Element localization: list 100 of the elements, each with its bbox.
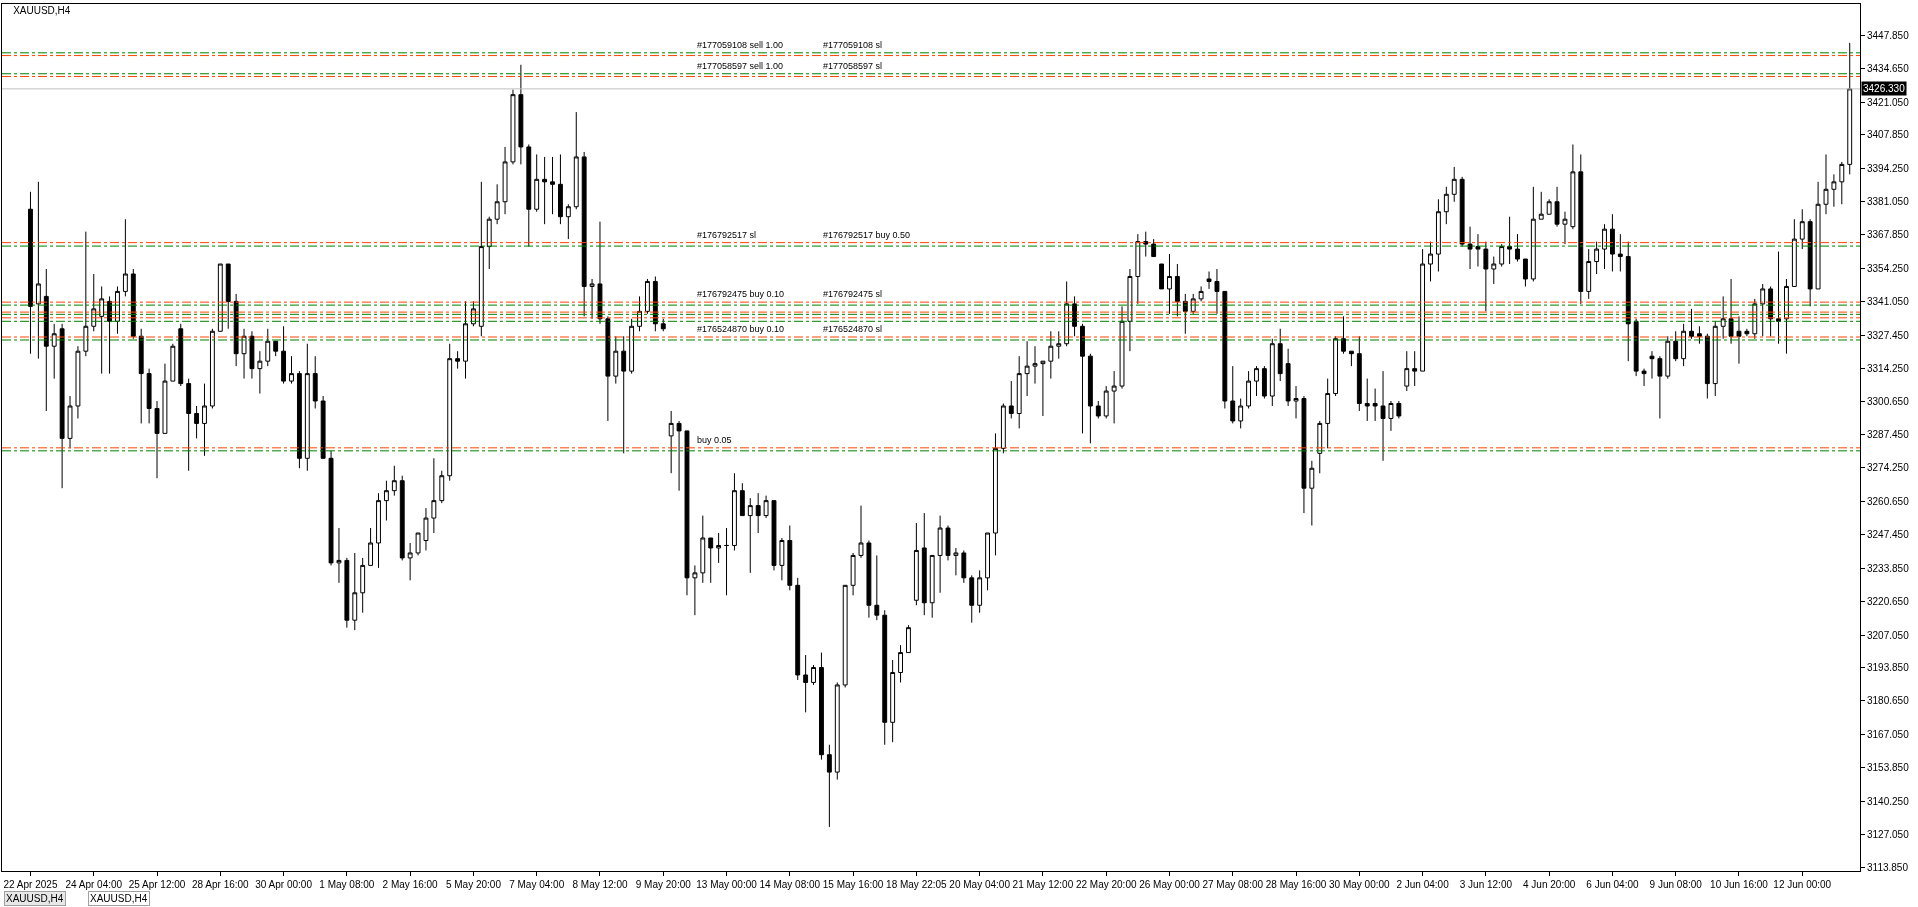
candlestick [1435,198,1441,272]
x-tick-label: 2 May 16:00 [382,879,439,890]
x-tick-label: 5 May 20:00 [445,879,502,890]
candlestick [1823,153,1829,215]
ref-line-label: #176792517 buy 0.50 [823,230,911,240]
x-tick-label: 6 Jun 04:00 [1586,879,1639,890]
y-tick-label: 3434.650 [1867,62,1910,74]
candlestick [1657,355,1663,419]
candlestick [929,554,935,619]
candlestick [383,480,389,522]
candlestick [1214,268,1220,315]
candlestick [906,624,911,654]
candlestick [739,482,745,517]
y-tick-label: 3300.650 [1867,396,1910,408]
candlestick [1246,370,1252,409]
candlestick [1072,295,1077,337]
candlestick [1475,233,1481,268]
candlestick [202,383,207,457]
candlestick [265,328,271,367]
candlestick [178,323,184,387]
candlestick [122,218,128,297]
candlestick [1356,335,1362,412]
candlestick [668,410,674,474]
candlestick [1151,238,1157,258]
candlestick [1744,328,1750,337]
candlestick [1522,258,1528,287]
candlestick [708,537,714,584]
candlestick [146,368,152,424]
candlestick [399,475,405,561]
candlestick [1712,320,1718,397]
candlestick [75,345,81,419]
candlestick [1341,315,1346,355]
candlestick [1143,231,1149,258]
candlestick [937,515,943,594]
candlestick [463,300,468,380]
y-tick-label: 3274.250 [1867,462,1910,474]
x-tick-label: 28 Apr 16:00 [191,879,250,890]
candlestick [842,584,848,688]
candlestick [700,515,706,584]
ref-line-label: #176524870 sl [823,324,883,334]
candlestick [1617,233,1623,272]
x-tick-label: 27 May 08:00 [1202,879,1264,890]
candlestick [391,465,397,497]
candlestick [59,323,65,489]
candlestick [1293,385,1299,419]
x-tick-label: 9 May 20:00 [635,879,692,890]
candlestick [1641,368,1647,387]
candlestick [1000,403,1006,454]
candlestick [217,263,223,332]
candlestick [692,564,698,616]
ref-line-label: buy 0.05 [697,435,732,445]
x-tick-label: 10 Jun 16:00 [1710,879,1769,890]
candlestick [985,532,990,591]
candlestick [1530,186,1536,282]
y-tick-label: 3153.850 [1867,762,1910,774]
text: XAUUSD,H4 [90,893,148,904]
candlestick [1024,340,1030,397]
y-tick-label: 3341.050 [1867,295,1910,307]
x-tick-label: 20 May 04:00 [949,879,1011,890]
candlestick [866,539,872,619]
x-tick-label: 28 May 16:00 [1265,879,1327,890]
candlestick [423,507,429,551]
candlestick [67,395,73,449]
candlestick [1222,290,1228,409]
candlestick [629,318,635,375]
candlestick [1238,398,1244,429]
text: XAUUSD,H4 [6,893,64,904]
candlestick [605,315,611,422]
candlestick [921,512,927,616]
candlestick [1309,460,1315,527]
y-tick-label: 3367.850 [1867,229,1910,241]
candlestick [1167,253,1172,315]
candlestick [1428,241,1433,282]
x-tick-label: 30 Apr 00:00 [255,879,313,890]
candlestick [1586,248,1592,300]
ref-line-label: #176792517 sl [697,230,757,240]
candlestick [581,151,587,317]
candlestick [1554,186,1560,228]
candlestick [35,181,41,360]
candlestick [613,335,619,385]
candlestick [249,330,255,380]
candlestick [1570,143,1576,230]
candlestick [1111,370,1117,424]
x-tick-label: 22 May 20:00 [1075,879,1137,890]
candlestick [209,328,215,409]
candlestick [502,146,508,215]
candlestick [1696,325,1702,345]
candlestick [645,278,650,315]
candlestick [1791,218,1797,287]
y-tick-label: 3287.450 [1867,429,1910,441]
ref-line-label: #177058597 sell 1.00 [697,61,784,71]
candlestick [170,343,176,382]
ref-line-label: 3426.330 [1863,83,1906,94]
candlestick [771,500,777,571]
candlestick [1673,330,1679,362]
candlestick [1807,218,1813,307]
candlestick [1040,360,1046,417]
candlestick [296,370,302,469]
ref-line-label: #176792475 buy 0.10 [697,289,785,299]
candlestick [1080,323,1085,434]
